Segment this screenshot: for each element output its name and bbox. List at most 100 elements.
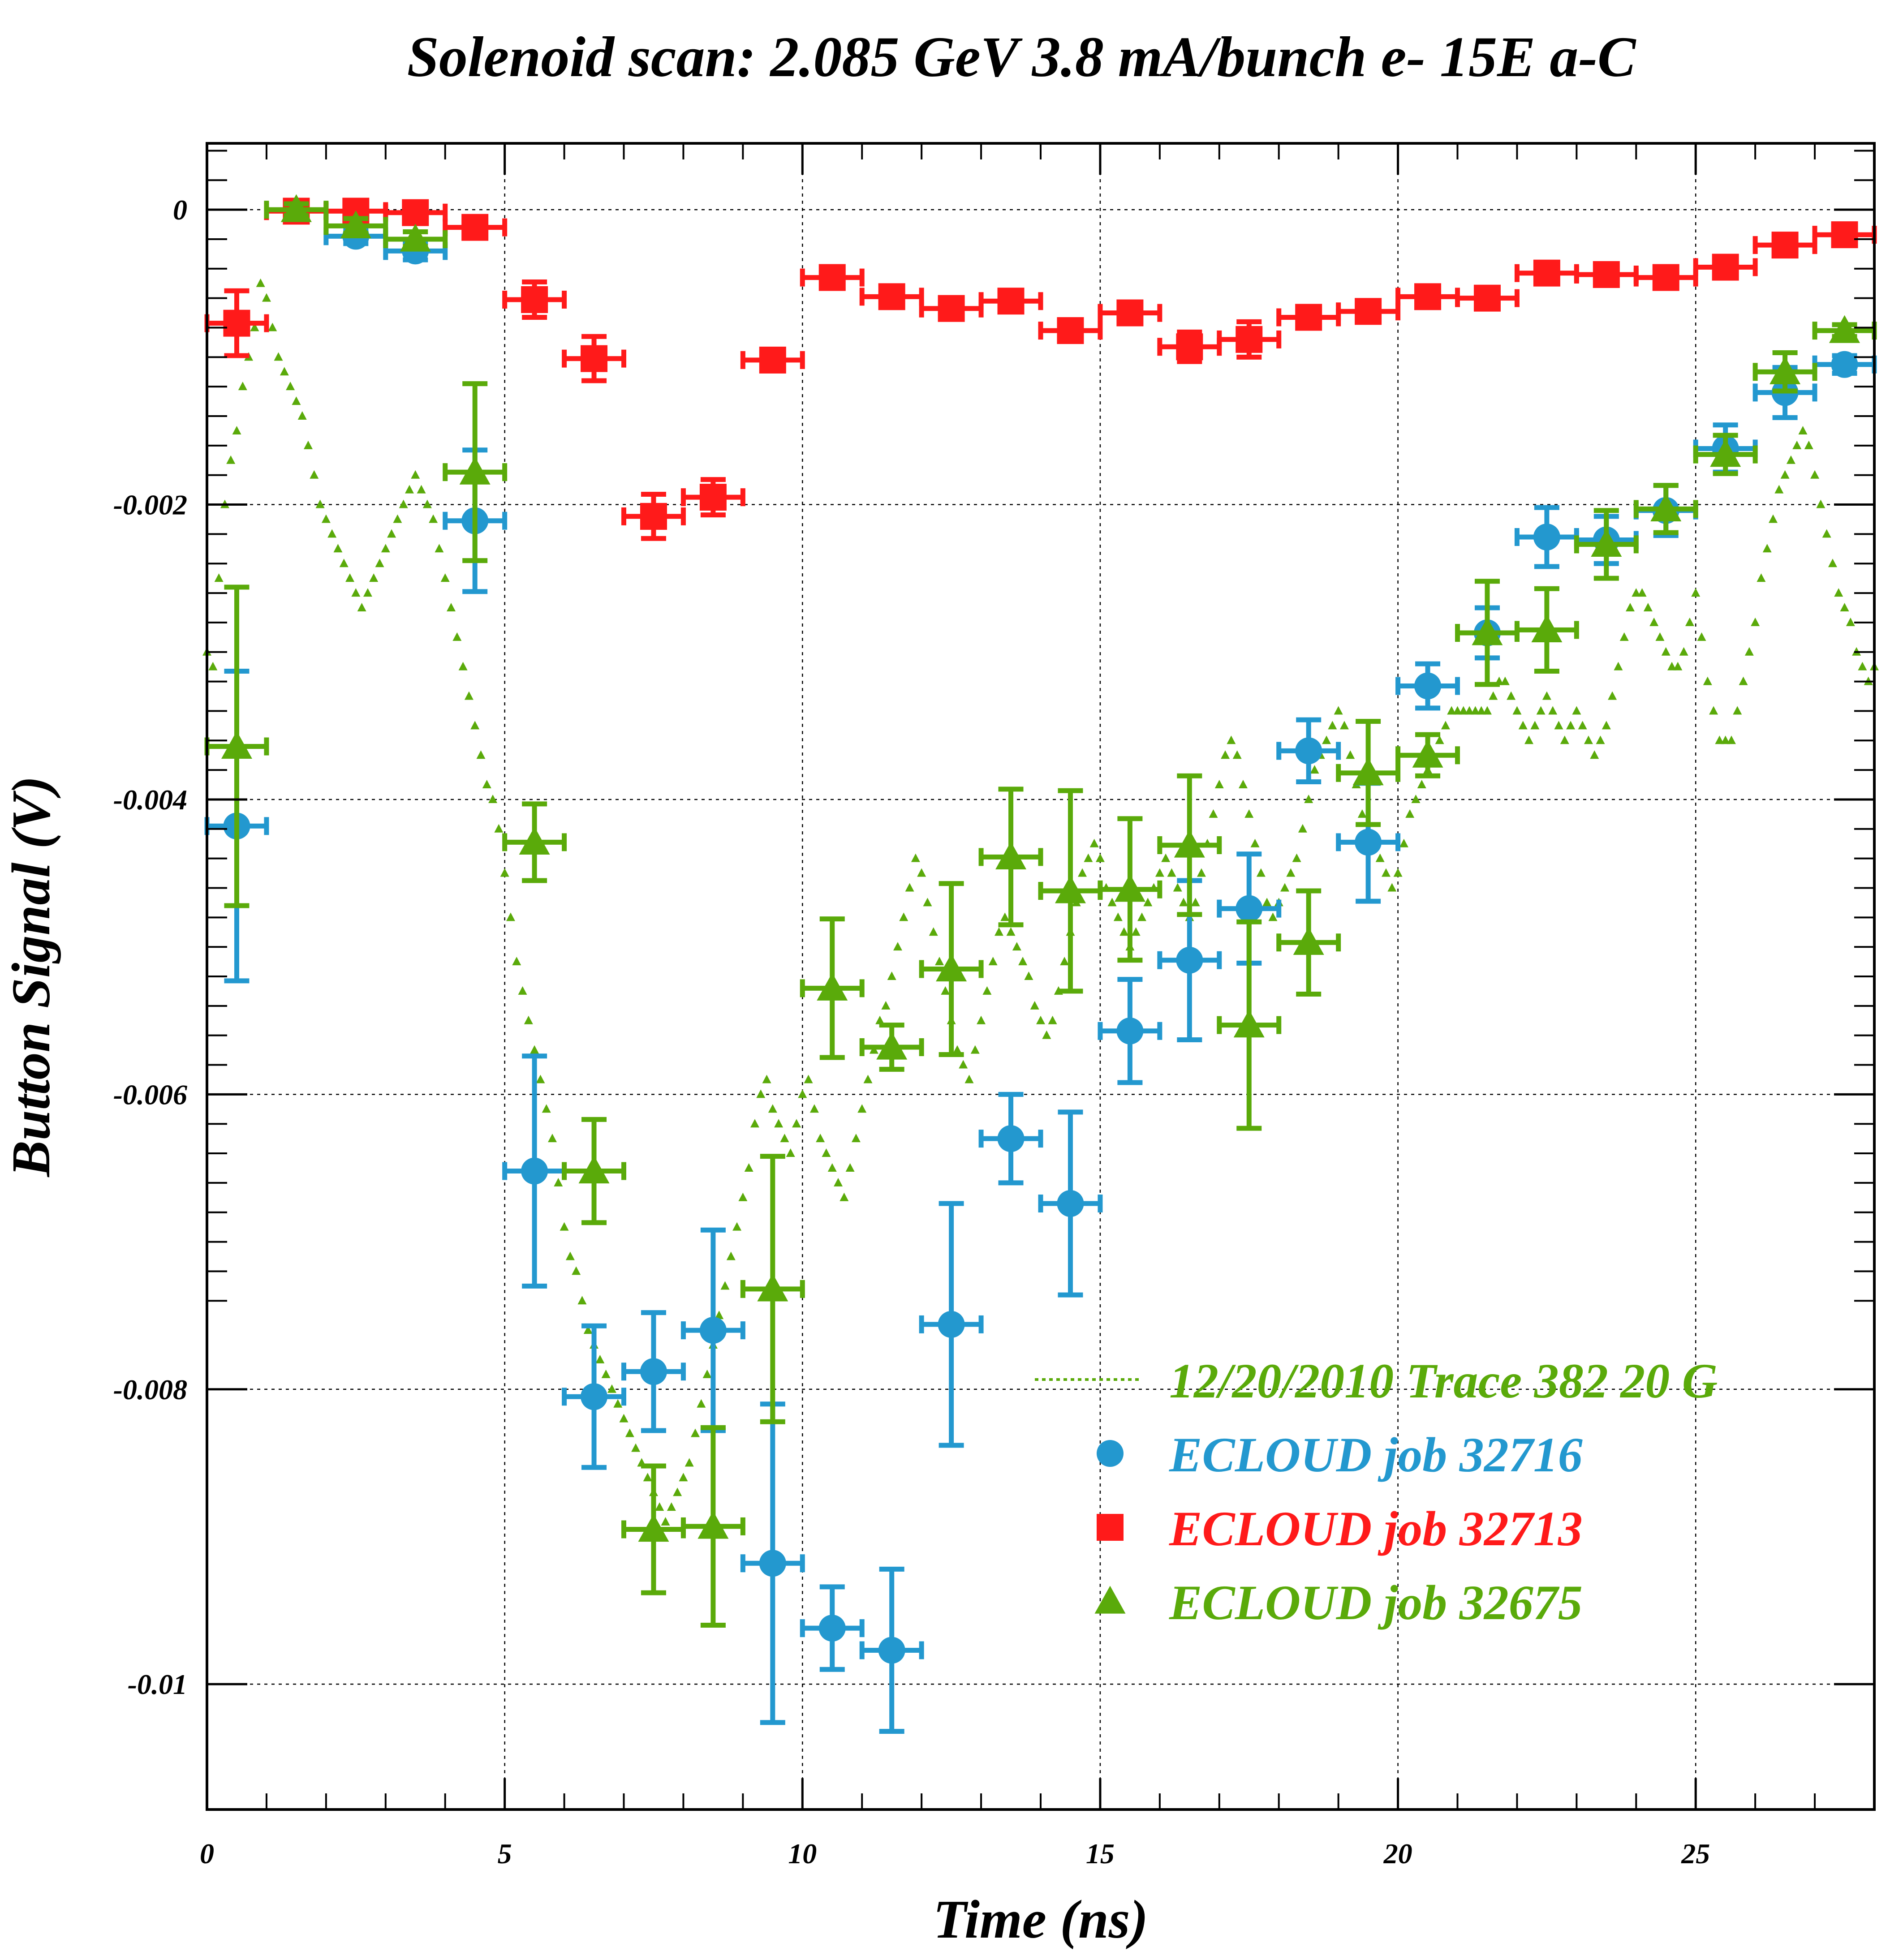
trace-point <box>792 1119 801 1128</box>
data-point <box>1116 1017 1144 1044</box>
y-tick-label: 0 <box>173 194 187 226</box>
trace-point <box>1846 617 1855 626</box>
data-point <box>1174 830 1205 858</box>
trace-point <box>1435 735 1444 744</box>
y-tick-label: -0.002 <box>113 489 187 521</box>
trace-point <box>1030 1001 1039 1010</box>
trace-point <box>1221 750 1230 759</box>
trace-point <box>1667 662 1677 671</box>
trace-point <box>393 514 402 523</box>
trace-point <box>381 544 390 553</box>
trace-point <box>524 1015 533 1024</box>
trace-point <box>899 912 908 921</box>
trace-point <box>577 1296 587 1305</box>
data-point <box>818 264 846 291</box>
trace-point <box>1018 957 1028 966</box>
trace-point <box>375 559 384 567</box>
data-point <box>519 826 550 855</box>
data-point <box>938 295 965 322</box>
trace-point <box>1417 780 1426 789</box>
trace-point <box>929 927 938 936</box>
trace-point <box>1322 735 1331 744</box>
trace-point <box>351 588 361 597</box>
trace-point <box>411 470 420 479</box>
trace-point <box>1518 721 1528 730</box>
data-point <box>340 210 371 238</box>
trace-point <box>1643 602 1653 611</box>
trace-point <box>1500 676 1510 685</box>
trace-point <box>1036 1015 1045 1024</box>
trace-point <box>1447 706 1456 715</box>
trace-point <box>1596 735 1605 744</box>
trace-point <box>804 1075 813 1083</box>
trace-point <box>422 499 432 508</box>
trace-point <box>1530 721 1540 730</box>
plot-frame <box>206 142 1876 1811</box>
data-point <box>1829 315 1860 343</box>
data-point <box>521 286 548 313</box>
trace-point <box>1655 632 1665 641</box>
x-tick-label: 5 <box>498 1838 512 1870</box>
trace-point <box>1822 529 1831 538</box>
series-layer <box>204 194 1877 1734</box>
trace-point <box>875 1015 885 1024</box>
trace-point <box>1244 809 1254 818</box>
trace-point <box>893 942 902 951</box>
data-point <box>521 1157 548 1185</box>
trace-point <box>923 898 932 907</box>
series-square <box>204 198 1877 541</box>
trace-point <box>798 1089 807 1098</box>
trace-point <box>827 1163 837 1172</box>
trace-point <box>405 485 414 494</box>
trace-point <box>952 1045 962 1054</box>
trace-point <box>631 1443 641 1452</box>
trace-point <box>1769 514 1778 523</box>
trace-point <box>297 411 307 420</box>
trace-point <box>607 1384 616 1393</box>
series-circle <box>204 223 1877 1734</box>
trace-point <box>452 632 462 641</box>
trace-point <box>1292 853 1301 862</box>
data-point <box>581 345 608 372</box>
trace-point <box>565 1251 575 1260</box>
trace-point <box>303 440 313 449</box>
data-point <box>1055 875 1086 903</box>
trace-point <box>1507 691 1516 700</box>
trace-point <box>697 1399 706 1408</box>
data-point <box>1473 284 1501 312</box>
trace-point <box>1250 838 1260 847</box>
trace-point <box>435 544 444 553</box>
trace-point <box>470 721 480 730</box>
trace-point <box>982 986 992 995</box>
trace-point <box>1512 706 1522 715</box>
data-point <box>1652 264 1679 291</box>
trace-point <box>1465 706 1474 715</box>
trace-point <box>1661 647 1671 656</box>
trace-point <box>1482 706 1492 715</box>
trace-point <box>363 588 372 597</box>
trace-point <box>1268 912 1278 921</box>
trace-point <box>1584 735 1593 744</box>
trace-point <box>1387 883 1397 892</box>
trace-point <box>977 1015 986 1024</box>
trace-point <box>816 1134 825 1143</box>
data-point <box>1057 1190 1084 1217</box>
trace-point <box>1024 971 1033 980</box>
trace-point <box>1739 676 1748 685</box>
trace-point <box>327 529 337 538</box>
trace-point <box>851 1134 861 1143</box>
trace-point <box>1566 721 1576 730</box>
legend-circle-swatch <box>1097 1440 1124 1467</box>
legend-label: ECLOUD job 32713 <box>1169 1501 1583 1556</box>
trace-point <box>786 1148 795 1157</box>
trace-point <box>1786 455 1795 464</box>
trace-point <box>881 1001 891 1010</box>
trace-point <box>1197 868 1206 877</box>
trace-point <box>1256 868 1266 877</box>
trace-point <box>1298 824 1307 833</box>
data-point <box>699 484 727 511</box>
data-point <box>1770 356 1801 384</box>
y-tick-label: -0.006 <box>113 1079 187 1110</box>
trace-point <box>780 1134 789 1143</box>
data-point <box>1295 737 1322 765</box>
